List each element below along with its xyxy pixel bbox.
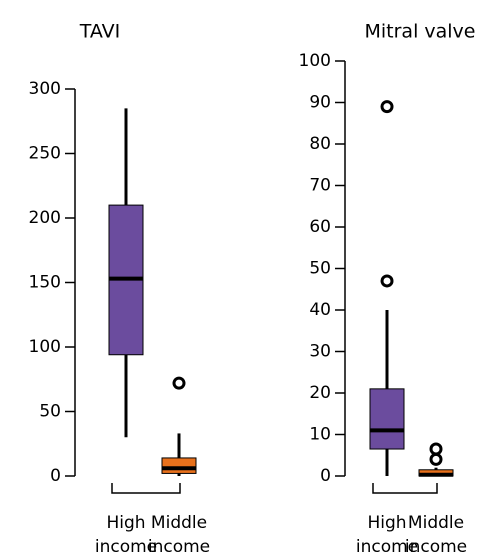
- box: [161, 457, 197, 474]
- category-bracket: [111, 483, 181, 494]
- y-tick-label: 10: [309, 425, 331, 445]
- x-tick-label: Middle income: [147, 513, 211, 557]
- y-tick-label: 100: [299, 51, 331, 71]
- y-tick-label: 0: [320, 466, 331, 486]
- outlier: [380, 100, 394, 114]
- y-tick-label: 0: [50, 466, 61, 486]
- outlier: [429, 452, 443, 466]
- x-tick-label: High income: [355, 513, 419, 557]
- y-tick-label: 50: [39, 402, 61, 422]
- outlier: [172, 376, 186, 390]
- y-tick-label: 100: [29, 337, 61, 357]
- chart-title: TAVI: [79, 21, 121, 43]
- x-tick-label: Middle income: [404, 513, 468, 557]
- y-tick-label: 70: [309, 176, 331, 196]
- y-tick-label: 30: [309, 342, 331, 362]
- y-tick-label: 40: [309, 300, 331, 320]
- y-tick-label: 50: [309, 259, 331, 279]
- x-tick-label: High income: [94, 513, 158, 557]
- y-tick-label: 250: [29, 144, 61, 164]
- y-tick-label: 60: [309, 217, 331, 237]
- category-bracket: [372, 483, 438, 494]
- y-tick-label: 150: [29, 273, 61, 293]
- chart-title: Mitral valve: [365, 21, 476, 43]
- y-tick-label: 90: [309, 93, 331, 113]
- y-tick-label: 200: [29, 208, 61, 228]
- y-tick-label: 300: [29, 79, 61, 99]
- y-tick-label: 20: [309, 383, 331, 403]
- y-tick-label: 80: [309, 134, 331, 154]
- outlier: [380, 274, 394, 288]
- box: [369, 388, 405, 450]
- outlier: [429, 442, 443, 456]
